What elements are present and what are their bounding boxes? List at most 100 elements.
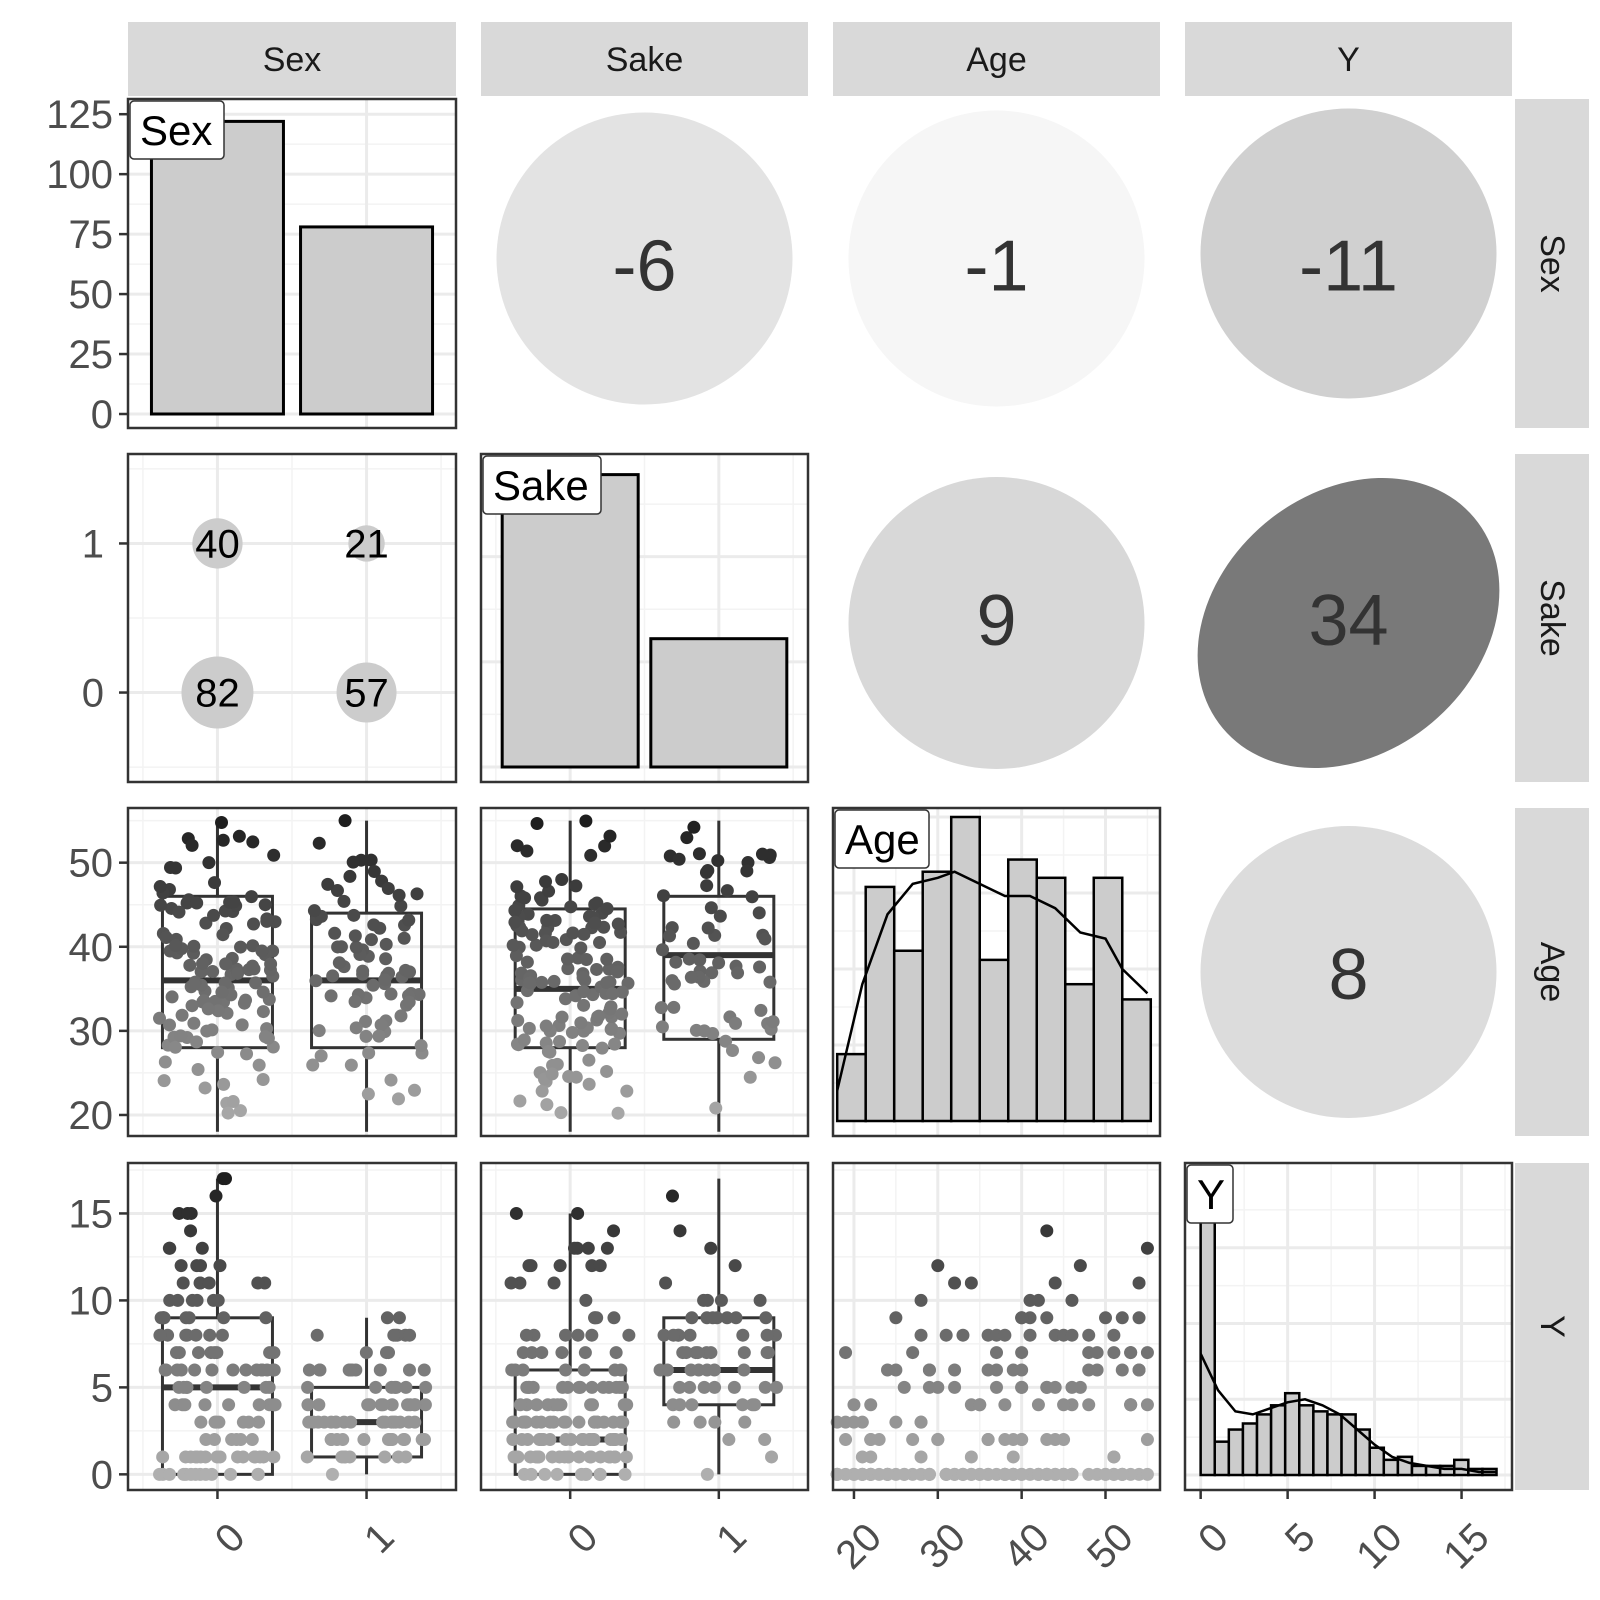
point-age-sake-176 — [701, 921, 715, 935]
point-age-sake-80 — [579, 953, 593, 967]
point-age-sex-152 — [381, 882, 395, 896]
point-age-sake-188 — [663, 929, 677, 943]
hist-y-bin-4 — [1255, 1413, 1273, 1477]
y-tick-label-y-5: 5 — [91, 1366, 113, 1410]
point-age-sake-179 — [758, 932, 772, 946]
point-age-sex-182 — [349, 940, 363, 954]
point-age-sake-120 — [508, 903, 522, 917]
point-y-sex-176 — [385, 1380, 399, 1394]
point-y-sex-158 — [359, 1346, 373, 1360]
point-y-sex-145 — [419, 1380, 433, 1394]
point-y-sex-69 — [168, 1398, 182, 1412]
point-y-sex-23 — [259, 1311, 273, 1325]
point-y-sex-167 — [357, 1433, 371, 1447]
point-age-sake-157 — [692, 847, 706, 861]
point-age-sex-120 — [258, 1030, 272, 1044]
box-age-sake-1 — [662, 894, 776, 1041]
point-age-sex-8 — [252, 1058, 266, 1072]
y-tick-label-sex-75: 75 — [69, 213, 114, 257]
scatter-point-y-age-117 — [1115, 1363, 1129, 1377]
point-y-sake-183 — [659, 1276, 673, 1290]
point-y-sex-111 — [199, 1433, 213, 1447]
point-age-sex-114 — [245, 959, 259, 973]
point-y-sake-108 — [508, 1450, 522, 1464]
scatter-point-y-age-98 — [1132, 1276, 1146, 1290]
strip-right-label-age: Age — [1533, 942, 1571, 1003]
scatter-point-y-age-168 — [855, 1450, 869, 1464]
point-age-sex-181 — [403, 965, 417, 979]
point-age-sex-109 — [215, 985, 229, 999]
scatter-point-y-age-132 — [1090, 1346, 1104, 1360]
point-age-sex-32 — [211, 1045, 225, 1059]
count-label-0-1: 40 — [195, 522, 240, 566]
count-bubble-1-0 — [336, 662, 397, 723]
diag-label-y: Y — [1197, 1171, 1225, 1218]
point-y-sake-198 — [673, 1224, 687, 1238]
point-age-sake-5 — [555, 872, 569, 886]
point-y-sake-164 — [758, 1433, 772, 1447]
point-y-sake-71 — [559, 1363, 573, 1377]
point-y-sex-94 — [198, 1398, 212, 1412]
point-y-sake-98 — [593, 1467, 607, 1481]
point-y-sex-171 — [373, 1363, 387, 1377]
scatter-point-y-age-187 — [855, 1467, 869, 1481]
point-age-sake-155 — [656, 889, 670, 903]
point-age-sex-93 — [256, 985, 270, 999]
scatter-point-y-age-128 — [1082, 1467, 1096, 1481]
point-age-sex-199 — [397, 931, 411, 945]
point-y-sex-97 — [237, 1380, 251, 1394]
point-age-sex-61 — [216, 928, 230, 942]
scatter-point-y-age-28 — [1082, 1328, 1096, 1342]
point-age-sake-196 — [725, 1043, 739, 1057]
point-age-sex-72 — [202, 856, 216, 870]
hist-age-bin-3 — [921, 870, 953, 1123]
point-y-sex-151 — [399, 1380, 413, 1394]
panel-border-age-hist — [831, 806, 1162, 1138]
point-y-sex-137 — [344, 1415, 358, 1429]
point-y-sake-88 — [513, 1398, 527, 1412]
point-age-sex-140 — [356, 964, 370, 978]
point-y-sake-46 — [584, 1398, 598, 1412]
point-y-sex-120 — [207, 1346, 221, 1360]
point-y-sex-61 — [189, 1328, 203, 1342]
point-age-sake-169 — [766, 1015, 780, 1029]
point-y-sex-9 — [200, 1380, 214, 1394]
point-y-sake-34 — [530, 1398, 544, 1412]
point-age-sex-91 — [201, 1002, 215, 1016]
point-age-sake-181 — [686, 936, 700, 950]
y-tick-label-age-30: 30 — [69, 1010, 114, 1054]
scatter-point-y-age-167 — [939, 1328, 953, 1342]
point-age-sake-71 — [561, 962, 575, 976]
point-y-sex-91 — [194, 1450, 208, 1464]
point-age-sex-85 — [185, 838, 199, 852]
point-age-sake-183 — [654, 1001, 668, 1015]
scatter-point-y-age-123 — [948, 1363, 962, 1377]
point-y-sex-160 — [417, 1433, 431, 1447]
point-y-sake-163 — [673, 1380, 687, 1394]
point-age-sake-186 — [745, 890, 759, 904]
density-age — [835, 870, 1149, 1091]
scatter-point-y-age-159 — [1073, 1380, 1087, 1394]
point-age-sake-199 — [731, 966, 745, 980]
panel-border-age-sake — [479, 806, 810, 1138]
point-y-sake-151 — [729, 1311, 743, 1325]
point-age-sake-87 — [535, 975, 549, 989]
point-y-sex-71 — [262, 1380, 276, 1394]
point-age-sake-78 — [575, 1039, 589, 1053]
x-tick-label-y-0: 0 — [1190, 1515, 1237, 1562]
hist-age-bin-0 — [835, 1052, 867, 1123]
point-y-sex-165 — [418, 1398, 432, 1412]
point-age-sex-138 — [326, 969, 340, 983]
point-age-sake-113 — [546, 935, 560, 949]
point-age-sake-153 — [680, 831, 694, 845]
point-y-sake-99 — [567, 1241, 581, 1255]
point-y-sex-100 — [211, 1293, 225, 1307]
hist-y-bin-2 — [1227, 1428, 1245, 1477]
scatter-point-y-age-199 — [922, 1467, 936, 1481]
point-age-sake-134 — [593, 936, 607, 950]
strip-top-age — [833, 22, 1160, 96]
point-y-sake-35 — [600, 1241, 614, 1255]
point-age-sex-172 — [407, 1083, 421, 1097]
hist-y-bin-8 — [1312, 1410, 1329, 1477]
point-age-sex-68 — [267, 848, 281, 862]
